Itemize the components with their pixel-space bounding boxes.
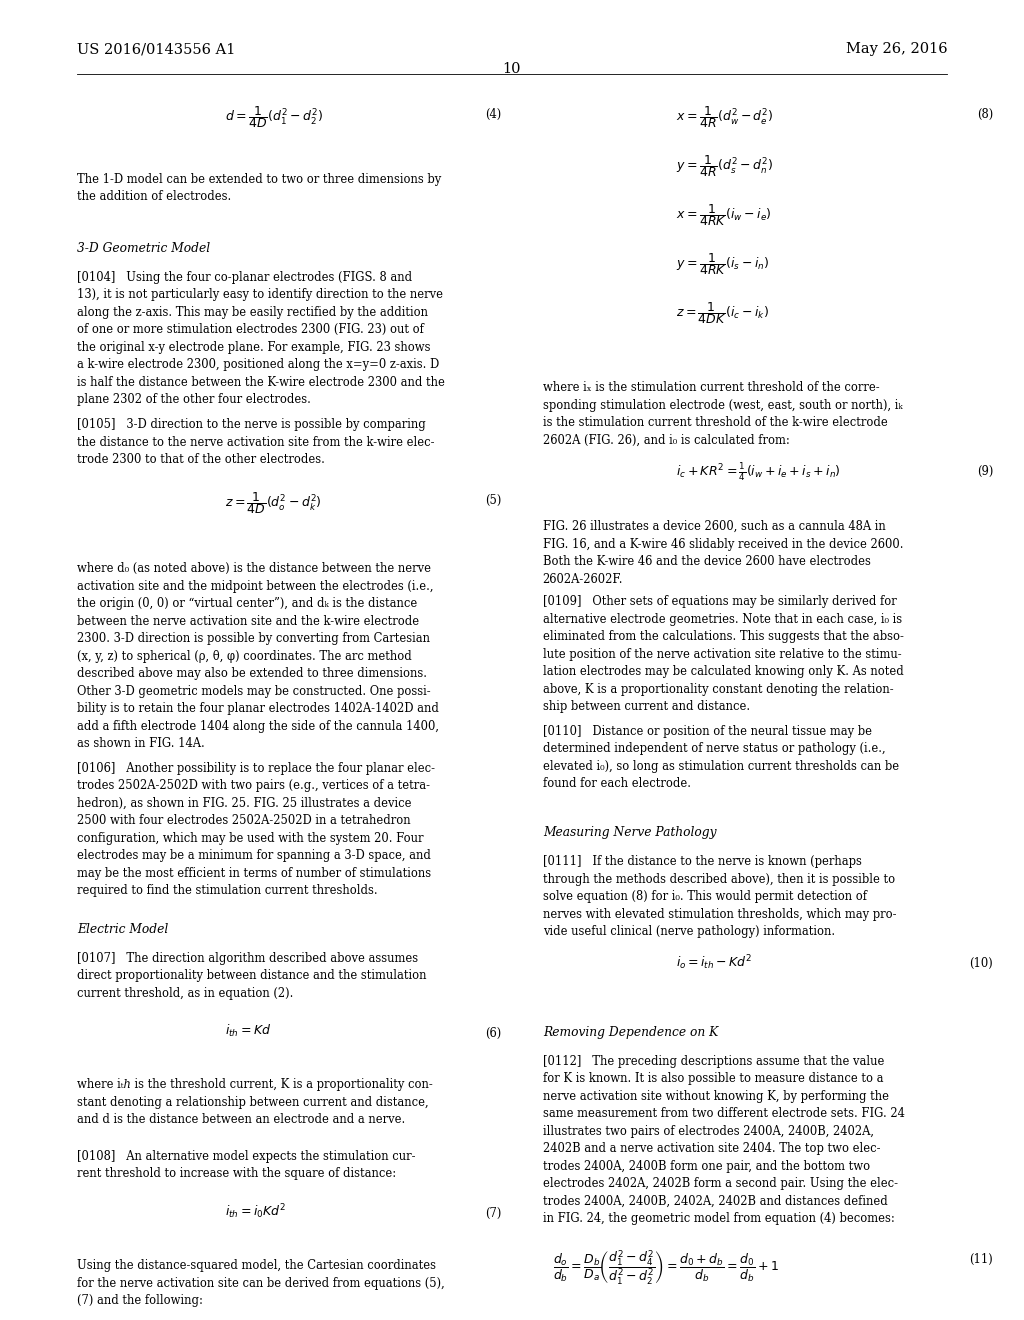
Text: where d₀ (as noted above) is the distance between the nerve
activation site and : where d₀ (as noted above) is the distanc… — [77, 562, 439, 750]
Text: $x = \dfrac{1}{4R}(d_w^2 - d_e^2)$: $x = \dfrac{1}{4R}(d_w^2 - d_e^2)$ — [676, 104, 773, 131]
Text: $y = \dfrac{1}{4RK}(i_s - i_n)$: $y = \dfrac{1}{4RK}(i_s - i_n)$ — [676, 251, 769, 277]
Text: [0112]   The preceding descriptions assume that the value
for K is known. It is : [0112] The preceding descriptions assume… — [543, 1055, 904, 1225]
Text: Measuring Nerve Pathology: Measuring Nerve Pathology — [543, 826, 716, 840]
Text: (8): (8) — [977, 108, 993, 121]
Text: FIG. 26 illustrates a device 2600, such as a cannula 48A in
FIG. 16, and a K-wir: FIG. 26 illustrates a device 2600, such … — [543, 520, 903, 586]
Text: May 26, 2016: May 26, 2016 — [846, 42, 947, 57]
Text: [0109]   Other sets of equations may be similarly derived for
alternative electr: [0109] Other sets of equations may be si… — [543, 595, 903, 713]
Text: Removing Dependence on K: Removing Dependence on K — [543, 1026, 718, 1039]
Text: (10): (10) — [970, 957, 993, 970]
Text: [0105]   3-D direction to the nerve is possible by comparing
the distance to the: [0105] 3-D direction to the nerve is pos… — [77, 418, 434, 466]
Text: [0107]   The direction algorithm described above assumes
direct proportionality : [0107] The direction algorithm described… — [77, 952, 426, 999]
Text: 3-D Geometric Model: 3-D Geometric Model — [77, 242, 210, 255]
Text: [0111]   If the distance to the nerve is known (perhaps
through the methods desc: [0111] If the distance to the nerve is k… — [543, 855, 896, 939]
Text: (6): (6) — [485, 1027, 502, 1040]
Text: $i_{th}=i_0Kd^2$: $i_{th}=i_0Kd^2$ — [225, 1203, 287, 1221]
Text: where iₜℎ is the threshold current, K is a proportionality con-
stant denoting a: where iₜℎ is the threshold current, K is… — [77, 1078, 432, 1126]
Text: (5): (5) — [485, 494, 502, 507]
Text: US 2016/0143556 A1: US 2016/0143556 A1 — [77, 42, 236, 57]
Text: $y = \dfrac{1}{4R}(d_s^2 - d_n^2)$: $y = \dfrac{1}{4R}(d_s^2 - d_n^2)$ — [676, 153, 773, 180]
Text: $i_o=i_{th}-Kd^2$: $i_o=i_{th}-Kd^2$ — [676, 953, 753, 972]
Text: where iₓ is the stimulation current threshold of the corre-
sponding stimulation: where iₓ is the stimulation current thre… — [543, 381, 902, 447]
Text: [0106]   Another possibility is to replace the four planar elec-
trodes 2502A-25: [0106] Another possibility is to replace… — [77, 762, 435, 898]
Text: Electric Model: Electric Model — [77, 923, 168, 936]
Text: $i_c+KR^2=\frac{1}{4}(i_w+i_e+i_s+i_n)$: $i_c+KR^2=\frac{1}{4}(i_w+i_e+i_s+i_n)$ — [676, 461, 841, 483]
Text: 10: 10 — [503, 62, 521, 77]
Text: $\dfrac{d_o}{d_b} = \dfrac{D_b}{D_a}\!\left(\dfrac{d_1^2-d_4^2}{d_1^2-d_2^2}\rig: $\dfrac{d_o}{d_b} = \dfrac{D_b}{D_a}\!\l… — [553, 1249, 779, 1287]
Text: [0104]   Using the four co-planar electrodes (FIGS. 8 and
13), it is not particu: [0104] Using the four co-planar electrod… — [77, 271, 444, 407]
Text: $x = \dfrac{1}{4RK}(i_w - i_e)$: $x = \dfrac{1}{4RK}(i_w - i_e)$ — [676, 202, 771, 228]
Text: (11): (11) — [970, 1253, 993, 1266]
Text: $i_{th}=Kd$: $i_{th}=Kd$ — [225, 1023, 271, 1039]
Text: Using the distance-squared model, the Cartesian coordinates
for the nerve activa: Using the distance-squared model, the Ca… — [77, 1259, 444, 1307]
Text: (9): (9) — [977, 465, 993, 478]
Text: [0108]   An alternative model expects the stimulation cur-
rent threshold to inc: [0108] An alternative model expects the … — [77, 1150, 416, 1180]
Text: $d = \dfrac{1}{4D}(d_1^2 - d_2^2)$: $d = \dfrac{1}{4D}(d_1^2 - d_2^2)$ — [225, 104, 324, 131]
Text: The 1-D model can be extended to two or three dimensions by
the addition of elec: The 1-D model can be extended to two or … — [77, 173, 441, 203]
Text: $z = \dfrac{1}{4DK}(i_c - i_k)$: $z = \dfrac{1}{4DK}(i_c - i_k)$ — [676, 300, 769, 326]
Text: [0110]   Distance or position of the neural tissue may be
determined independent: [0110] Distance or position of the neura… — [543, 725, 899, 791]
Text: (7): (7) — [485, 1206, 502, 1220]
Text: (4): (4) — [485, 108, 502, 121]
Text: $z = \dfrac{1}{4D}(d_o^2 - d_k^2)$: $z = \dfrac{1}{4D}(d_o^2 - d_k^2)$ — [225, 490, 323, 516]
